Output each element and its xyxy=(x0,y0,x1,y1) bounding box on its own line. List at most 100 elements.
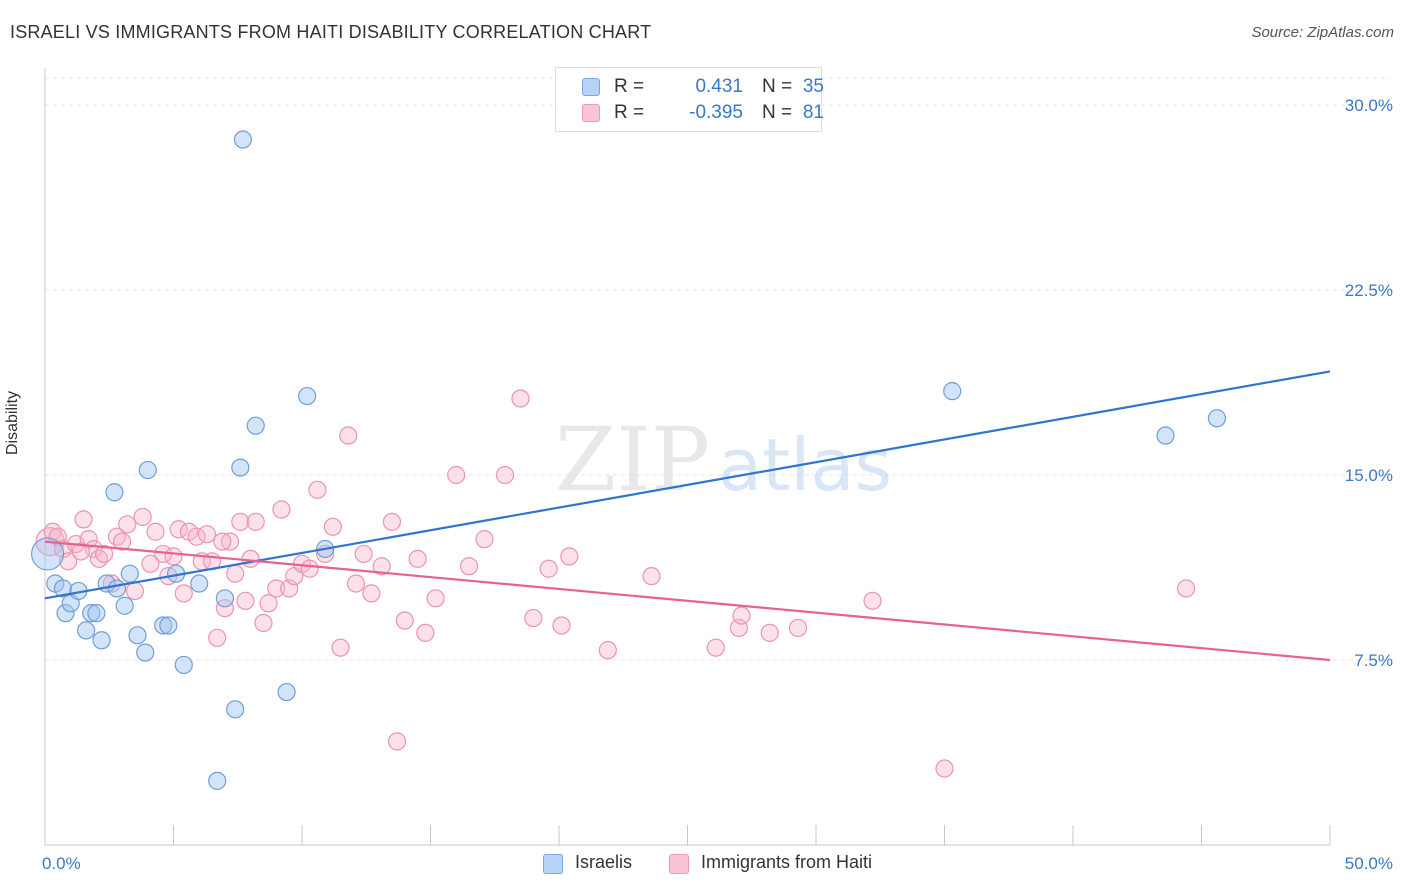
haiti-point xyxy=(354,544,373,564)
haiti-point xyxy=(426,589,445,608)
haiti-point xyxy=(760,623,779,642)
haiti-point xyxy=(125,581,145,601)
haiti-point xyxy=(174,584,193,603)
haiti-point xyxy=(74,510,93,529)
israeli-point xyxy=(87,604,106,623)
y-axis-label: Disability xyxy=(4,390,21,455)
haiti-trend-line xyxy=(44,540,1331,662)
r-value: -0.395 xyxy=(689,102,743,123)
israeli-point xyxy=(1207,409,1227,428)
n-value: 35 xyxy=(802,76,824,97)
israelis-swatch xyxy=(582,78,600,96)
israeli-point xyxy=(82,604,101,623)
haiti-point xyxy=(246,512,265,531)
haiti-point xyxy=(118,515,137,534)
haiti-point xyxy=(1176,579,1196,598)
israeli-point xyxy=(53,579,73,598)
israeli-point xyxy=(77,621,96,640)
israelis-legend-swatch xyxy=(543,854,563,874)
haiti-point xyxy=(408,549,427,568)
y-tick-label: 30.0% xyxy=(1345,96,1393,115)
watermark: ZIP atlas xyxy=(555,408,892,511)
israeli-point xyxy=(215,589,234,608)
trend-lines xyxy=(44,370,1331,662)
legend-label: Immigrants from Haiti xyxy=(701,852,873,872)
tick-labels: 7.5% 15.0% 22.5% 30.0% 0.0% 50.0% xyxy=(42,96,1393,873)
haiti-point xyxy=(141,554,160,573)
haiti-swatch xyxy=(582,104,600,122)
israeli-point xyxy=(159,616,178,635)
haiti-point xyxy=(382,512,402,531)
haiti-point xyxy=(395,611,414,630)
source-note: Source: ZipAtlas.com xyxy=(1251,24,1394,41)
haiti-point xyxy=(236,591,255,610)
israeli-point xyxy=(107,579,127,598)
israeli-point xyxy=(154,616,173,635)
haiti-point xyxy=(331,638,350,657)
haiti-point xyxy=(788,618,808,638)
n-label: N = xyxy=(762,102,793,123)
y-tick-label: 7.5% xyxy=(1354,651,1393,670)
haiti-point xyxy=(372,557,391,576)
israeli-points xyxy=(30,130,1227,790)
haiti-point xyxy=(272,500,291,519)
n-label: N = xyxy=(762,76,793,97)
x-tick-label: 0.0% xyxy=(42,854,81,873)
haiti-point xyxy=(935,759,954,778)
israeli-point xyxy=(190,574,209,593)
israeli-point xyxy=(174,655,193,675)
israeli-point xyxy=(1156,426,1175,445)
israelis-trend-line xyxy=(44,370,1331,600)
haiti-point xyxy=(254,613,273,633)
israeli-point xyxy=(226,700,245,719)
haiti-point xyxy=(706,638,725,657)
haiti-point xyxy=(323,517,342,536)
haiti-point xyxy=(89,549,109,568)
haiti-point xyxy=(511,389,530,408)
haiti-point xyxy=(71,542,91,561)
haiti-point xyxy=(213,532,232,551)
haiti-point xyxy=(43,522,62,541)
legend-label: Israelis xyxy=(575,852,633,872)
haiti-points xyxy=(35,389,1196,778)
r-label: R = xyxy=(614,102,645,123)
haiti-point xyxy=(863,591,882,610)
r-value: 0.431 xyxy=(695,76,743,97)
haiti-point xyxy=(308,480,327,499)
haiti-point xyxy=(459,557,479,576)
n-value: 81 xyxy=(802,102,824,123)
haiti-point xyxy=(95,544,114,564)
israeli-point xyxy=(115,596,134,615)
haiti-point xyxy=(539,559,558,578)
haiti-point xyxy=(164,547,183,566)
y-tick-label: 22.5% xyxy=(1345,281,1393,300)
israeli-point xyxy=(231,458,250,477)
israeli-point xyxy=(105,483,124,502)
stats-legend: R = 0.431 N = 35 R = -0.395 N = 81 xyxy=(555,67,824,132)
haiti-point xyxy=(732,606,751,625)
haiti-point xyxy=(267,579,286,598)
israeli-point xyxy=(128,626,147,645)
israeli-point xyxy=(298,386,317,406)
haiti-point xyxy=(226,564,245,583)
israeli-point xyxy=(120,564,139,583)
israeli-point xyxy=(233,130,252,149)
haiti-point xyxy=(524,608,543,628)
haiti-point xyxy=(220,532,240,551)
israeli-point xyxy=(56,604,75,623)
israeli-point xyxy=(30,537,65,571)
r-label: R = xyxy=(614,76,645,97)
haiti-point xyxy=(346,574,366,593)
haiti-point xyxy=(642,567,661,586)
israeli-point xyxy=(136,643,155,662)
haiti-point xyxy=(552,616,571,635)
haiti-point xyxy=(416,623,435,642)
haiti-point xyxy=(387,732,407,751)
haiti-point xyxy=(495,465,515,485)
haiti-point xyxy=(241,549,260,568)
haiti-point xyxy=(59,552,78,571)
haiti-point xyxy=(339,426,358,445)
haiti-point xyxy=(362,584,381,603)
haiti-point xyxy=(112,532,132,551)
